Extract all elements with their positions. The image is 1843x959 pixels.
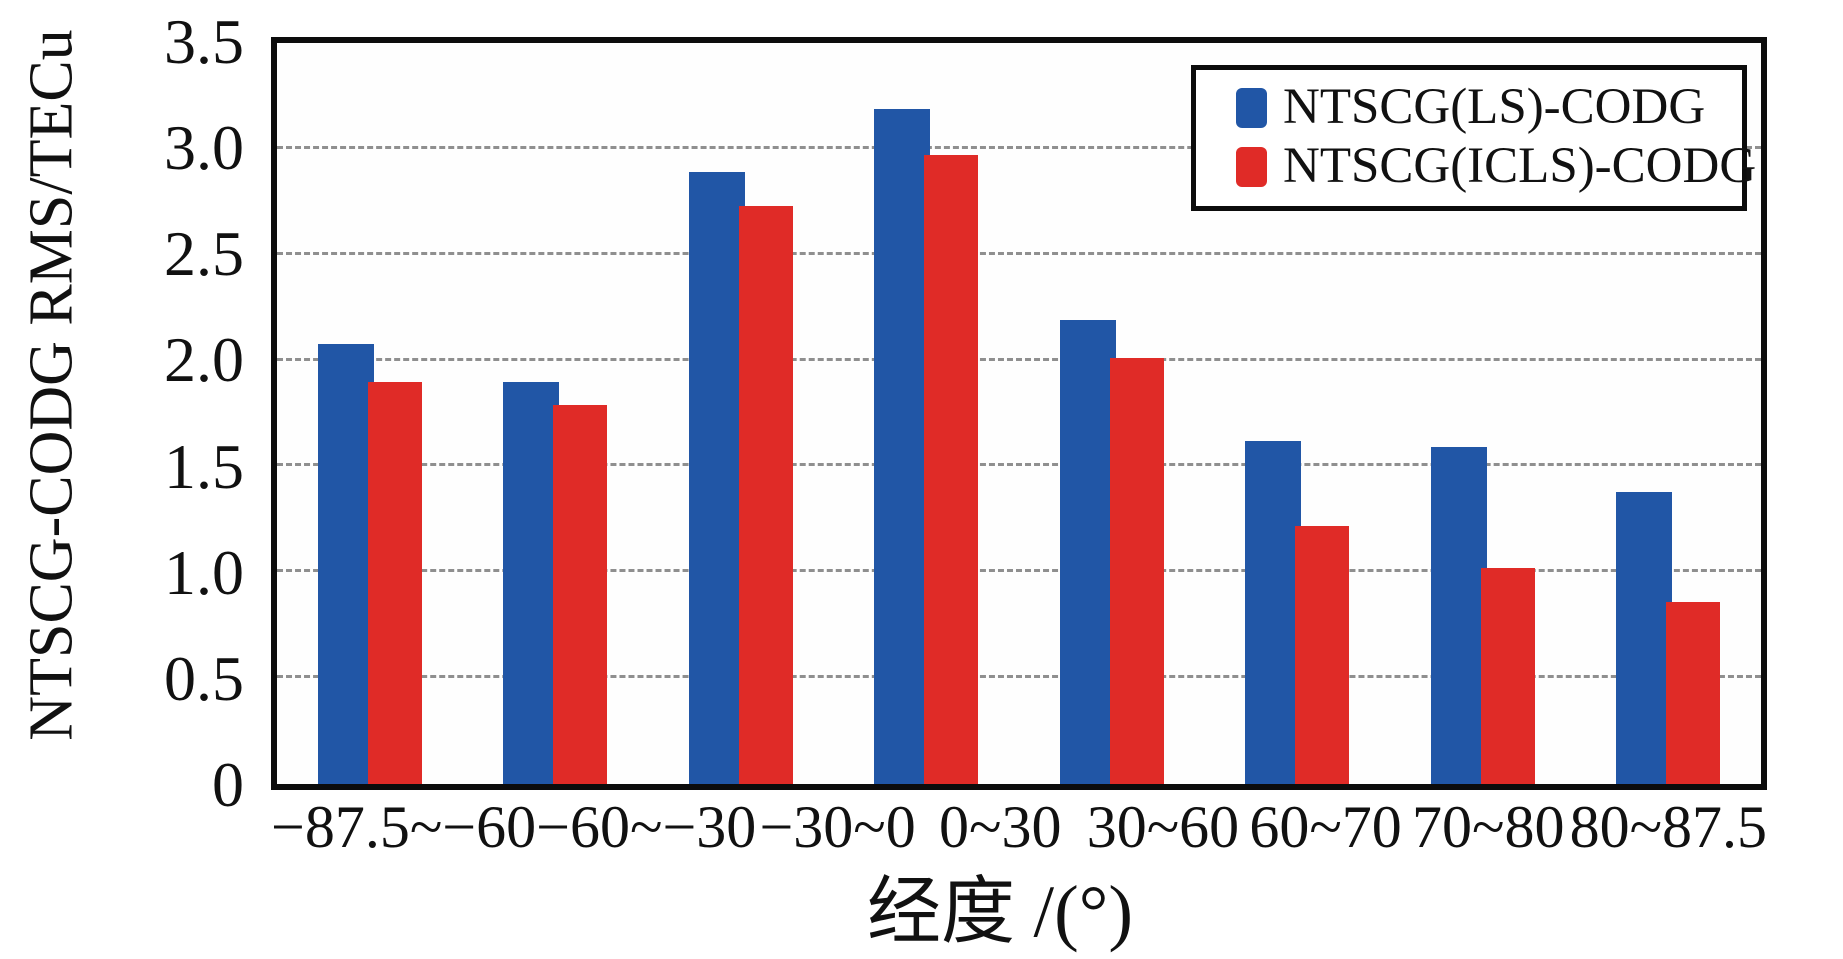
bar-ls-70~80 <box>1430 447 1487 784</box>
x-axis-ticks: −87.5~−60 −60~−30 −30~0 0~30 30~60 60~70 70~80… <box>271 797 1767 857</box>
legend-row-ls: NTSCG(LS)-CODG <box>1236 82 1728 133</box>
y-tick-label: 2.0 <box>164 324 244 396</box>
gridlines <box>277 43 1761 784</box>
x-tick-label: 0~30 <box>939 794 1062 860</box>
bar-ls-−87.5~−60 <box>317 343 374 784</box>
legend-row-icls: NTSCG(ICLS)-CODG <box>1236 141 1756 192</box>
bar-group <box>1576 43 1762 784</box>
bar-group <box>1205 43 1391 784</box>
gridline <box>277 675 1761 679</box>
bar-icls-70~80 <box>1480 568 1535 784</box>
x-tick-label: 60~70 <box>1249 794 1402 860</box>
y-axis-ticks: 0 0.5 1.0 1.5 2.0 2.5 3.0 3.5 <box>0 10 256 817</box>
y-tick-label: 3.5 <box>164 6 244 77</box>
x-tick-label: 30~60 <box>1086 794 1240 860</box>
gridline <box>277 251 1761 255</box>
bar-ls-−30~0 <box>688 172 745 784</box>
bar-icls-30~60 <box>1109 358 1164 784</box>
gridline <box>277 463 1761 467</box>
bar-group <box>1019 43 1205 784</box>
bar-group <box>648 43 834 784</box>
bar-icls-60~70 <box>1295 525 1350 784</box>
legend: NTSCG(LS)-CODG NTSCG(ICLS)-CODG <box>1191 65 1756 211</box>
bars-container <box>277 43 1761 784</box>
x-tick-label: −30~0 <box>759 794 916 860</box>
legend-swatch-blue-icon <box>1236 87 1267 128</box>
bar-group <box>834 43 1020 784</box>
bar-icls-−60~−30 <box>553 405 608 784</box>
bar-ls-−60~−30 <box>503 381 560 784</box>
x-tick-label: 70~80 <box>1412 794 1565 860</box>
y-tick-label: 3.0 <box>164 112 244 184</box>
bar-ls-80~87.5 <box>1616 491 1673 784</box>
y-tick-label: 0 <box>212 749 244 820</box>
y-tick-label: 0.5 <box>164 642 244 714</box>
bar-icls-−87.5~−60 <box>367 381 422 784</box>
bar-group <box>463 43 649 784</box>
plot-area: NTSCG(LS)-CODG NTSCG(ICLS)-CODG <box>271 37 1767 790</box>
bar-ls-0~30 <box>874 108 931 784</box>
y-tick-label: 2.5 <box>164 218 244 290</box>
legend-swatch-red-icon <box>1236 146 1267 187</box>
x-tick-label: 80~87.5 <box>1569 794 1768 860</box>
bar-icls-−30~0 <box>738 206 793 784</box>
bar-ls-30~60 <box>1059 320 1116 784</box>
bar-icls-80~87.5 <box>1666 601 1721 784</box>
gridline <box>277 569 1761 573</box>
y-tick-label: 1.0 <box>164 536 244 608</box>
y-tick-label: 1.5 <box>164 430 244 502</box>
bar-group <box>1390 43 1576 784</box>
legend-label-icls: NTSCG(ICLS)-CODG <box>1283 138 1757 194</box>
bar-group <box>277 43 463 784</box>
bar-ls-60~70 <box>1245 441 1302 784</box>
legend-label-ls: NTSCG(LS)-CODG <box>1283 79 1706 135</box>
gridline <box>277 145 1761 149</box>
x-tick-label: −87.5~−60 <box>271 794 537 860</box>
x-tick-label: −60~−30 <box>536 794 757 860</box>
bar-icls-0~30 <box>924 155 979 784</box>
gridline <box>277 357 1761 361</box>
x-axis-title: 经度 /(°) <box>867 871 1133 954</box>
